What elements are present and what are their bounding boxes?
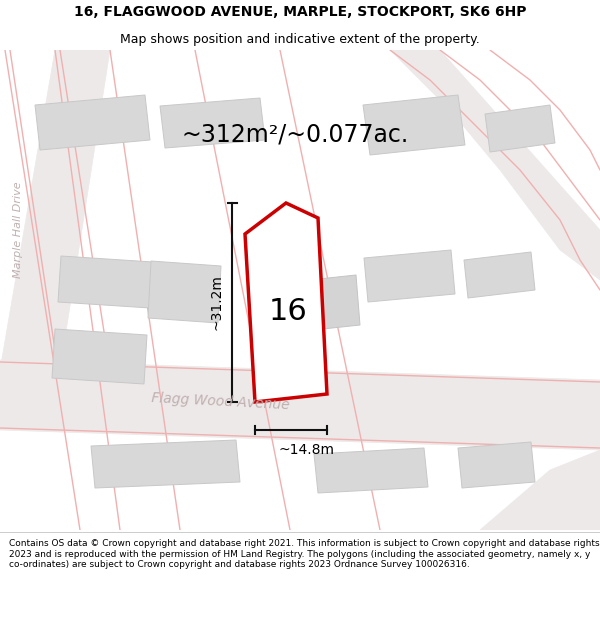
Polygon shape: [390, 50, 600, 280]
Polygon shape: [291, 275, 360, 332]
Text: 16: 16: [269, 298, 307, 326]
Text: ~31.2m: ~31.2m: [209, 274, 223, 331]
Text: Map shows position and indicative extent of the property.: Map shows position and indicative extent…: [120, 34, 480, 46]
Text: ~312m²/~0.077ac.: ~312m²/~0.077ac.: [181, 123, 409, 147]
Polygon shape: [458, 442, 535, 488]
Polygon shape: [0, 360, 600, 450]
Text: Contains OS data © Crown copyright and database right 2021. This information is : Contains OS data © Crown copyright and d…: [9, 539, 599, 569]
Polygon shape: [363, 95, 465, 155]
Polygon shape: [314, 448, 428, 493]
Polygon shape: [0, 50, 110, 370]
Text: 16, FLAGGWOOD AVENUE, MARPLE, STOCKPORT, SK6 6HP: 16, FLAGGWOOD AVENUE, MARPLE, STOCKPORT,…: [74, 6, 526, 19]
Text: Flagg Wood Avenue: Flagg Wood Avenue: [151, 391, 289, 412]
Polygon shape: [35, 95, 150, 150]
Polygon shape: [485, 105, 555, 152]
Polygon shape: [58, 256, 153, 308]
Polygon shape: [464, 252, 535, 298]
Polygon shape: [148, 261, 221, 323]
Text: Marple Hall Drive: Marple Hall Drive: [13, 182, 23, 278]
Polygon shape: [91, 440, 240, 488]
Polygon shape: [52, 329, 147, 384]
Text: ~14.8m: ~14.8m: [278, 443, 334, 457]
Polygon shape: [480, 450, 600, 530]
Polygon shape: [0, 50, 600, 530]
Polygon shape: [245, 203, 327, 402]
Polygon shape: [160, 98, 265, 148]
Polygon shape: [364, 250, 455, 302]
